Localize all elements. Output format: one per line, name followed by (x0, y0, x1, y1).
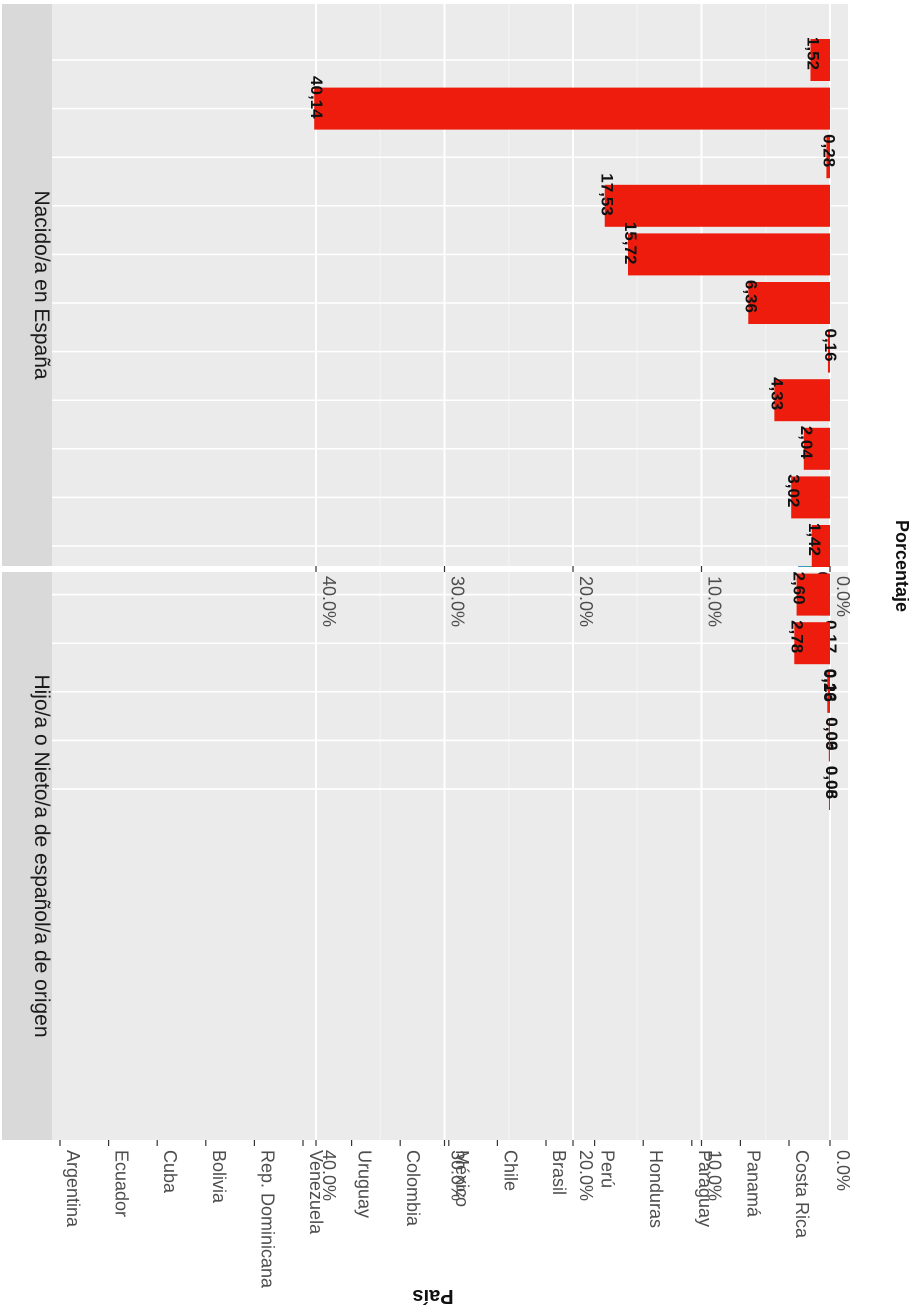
data-label: 0,06 (822, 717, 841, 750)
panel-strip (2, 4, 52, 566)
data-label: 0,16 (821, 669, 840, 702)
x-tick-label: Paraguay (695, 1150, 715, 1227)
bar (811, 525, 830, 567)
data-label: 2,60 (790, 572, 809, 605)
y-axis-title: Porcentaje (892, 520, 909, 612)
data-label: 1,52 (803, 37, 822, 70)
x-tick-label: Bolivia (209, 1150, 229, 1204)
x-tick-label: Costa Rica (792, 1150, 812, 1239)
data-label: 0,28 (819, 134, 838, 167)
bar (774, 379, 830, 422)
bar (748, 282, 830, 324)
data-label: 0,16 (821, 329, 840, 362)
y-tick-label: 20.0% (576, 576, 596, 627)
x-tick-label: México (452, 1150, 472, 1207)
y-tick-label: 0.0% (833, 576, 853, 617)
x-axis-title: País (412, 1285, 453, 1307)
y-tick-label: 10.0% (705, 576, 725, 627)
bar (828, 768, 830, 810)
data-label: 40,14 (307, 76, 326, 119)
bar (827, 670, 830, 713)
data-label: 0,08 (822, 766, 841, 799)
data-label: 17,53 (598, 173, 617, 216)
bar (826, 136, 830, 179)
bar (796, 573, 830, 616)
x-tick-label: Ecuador (112, 1150, 132, 1217)
y-tick-label: 10.0% (705, 1150, 725, 1201)
y-tick-label: 20.0% (576, 1150, 596, 1201)
y-tick-label: 40.0% (319, 1150, 339, 1201)
data-label: 3,02 (784, 474, 803, 507)
x-tick-label: Venezuela (306, 1150, 326, 1235)
x-tick-label: Brasil (549, 1150, 569, 1195)
data-label: 15,72 (621, 222, 640, 265)
y-tick-label: 0.0% (833, 1150, 853, 1191)
panel-title: Nacido/a en España (30, 190, 53, 379)
panel-title: Hijo/a o Nieto/a de español/a de origen (30, 674, 53, 1037)
data-label: 0,06 (822, 766, 841, 799)
bar (827, 330, 830, 373)
bar (794, 622, 830, 665)
y-tick-label: 40.0% (319, 576, 339, 627)
data-label: 1,42 (805, 523, 824, 556)
data-label: 4,33 (767, 377, 786, 410)
bar (803, 427, 830, 470)
data-label: 2,04 (797, 426, 816, 460)
bar (627, 233, 830, 276)
bar (810, 39, 830, 81)
data-label: 2,78 (787, 620, 806, 653)
data-label: 6,36 (741, 280, 760, 313)
panel-strip (2, 572, 52, 1140)
y-tick-label: 30.0% (448, 1150, 468, 1201)
bar (828, 719, 830, 762)
bar (314, 87, 830, 130)
x-tick-label: Panamá (743, 1150, 763, 1218)
x-tick-label: Cuba (160, 1150, 180, 1194)
y-tick-label: 30.0% (448, 576, 468, 627)
x-tick-label: Chile (500, 1150, 520, 1191)
x-tick-label: Uruguay (355, 1150, 375, 1218)
x-tick-label: Argentina (63, 1150, 83, 1228)
x-tick-label: Perú (598, 1150, 618, 1188)
x-tick-label: Honduras (646, 1150, 666, 1228)
bar (604, 184, 830, 227)
x-tick-label: Rep. Dominicana (257, 1150, 277, 1289)
panel-background (52, 572, 848, 1140)
bar (791, 476, 830, 519)
x-tick-label: Colombia (403, 1150, 423, 1227)
data-label: 0,09 (822, 717, 841, 750)
